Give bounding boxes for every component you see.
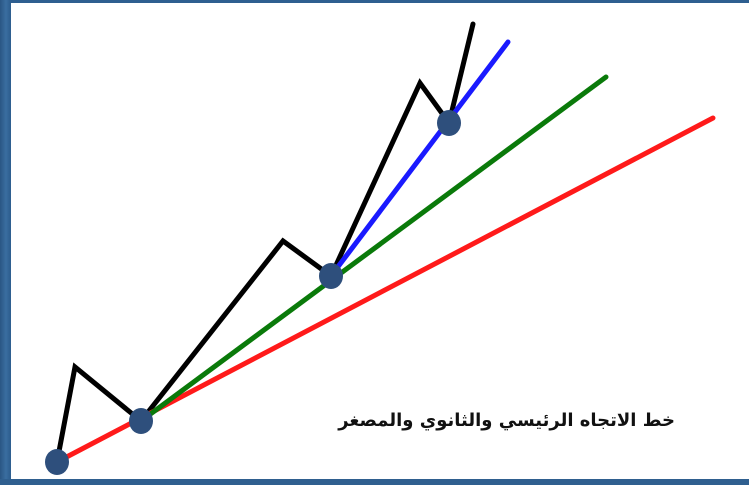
pivot-point-4: [437, 110, 461, 136]
bottom-border: [0, 479, 749, 485]
pivot-point-2: [129, 408, 153, 434]
secondary-trendline: [138, 74, 609, 424]
pivot-point-1: [45, 449, 69, 475]
minor-trendline: [328, 39, 511, 279]
diagram-canvas: [11, 3, 749, 479]
diagram-caption: خط الاتجاه الرئيسي والثانوي والمصغر: [338, 410, 675, 431]
pivot-point-3: [319, 263, 343, 289]
price-path: [54, 21, 476, 465]
